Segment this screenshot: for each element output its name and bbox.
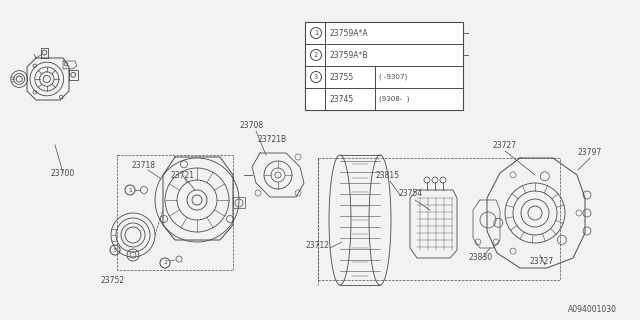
Text: 23727: 23727 (530, 257, 554, 266)
Text: 3: 3 (314, 74, 318, 80)
Text: 23712: 23712 (305, 241, 329, 250)
Text: 23721: 23721 (170, 171, 194, 180)
Text: 23708: 23708 (239, 121, 263, 130)
Text: 23745: 23745 (329, 94, 353, 103)
Text: 23755: 23755 (329, 73, 353, 82)
Bar (305, 22, 463, 110)
Text: 1: 1 (128, 188, 132, 193)
Text: 23830: 23830 (468, 253, 492, 262)
Text: 23721B: 23721B (257, 135, 286, 144)
Text: 23727: 23727 (492, 141, 516, 150)
Text: 2: 2 (314, 52, 318, 58)
Text: 2: 2 (163, 260, 167, 266)
Text: 3: 3 (113, 247, 117, 252)
Text: 23752: 23752 (100, 276, 124, 285)
Text: (9308-  ): (9308- ) (379, 96, 410, 102)
Text: ( -9307): ( -9307) (379, 74, 407, 80)
Text: 23754: 23754 (398, 189, 422, 198)
Text: 23759A*B: 23759A*B (329, 51, 367, 60)
Text: 23797: 23797 (578, 148, 602, 157)
Text: 1: 1 (314, 30, 318, 36)
Text: 23700: 23700 (51, 169, 75, 178)
Text: 23759A*A: 23759A*A (329, 28, 367, 37)
Text: 23815: 23815 (375, 171, 399, 180)
Text: A094001030: A094001030 (568, 305, 616, 314)
Text: 23718: 23718 (131, 161, 155, 170)
